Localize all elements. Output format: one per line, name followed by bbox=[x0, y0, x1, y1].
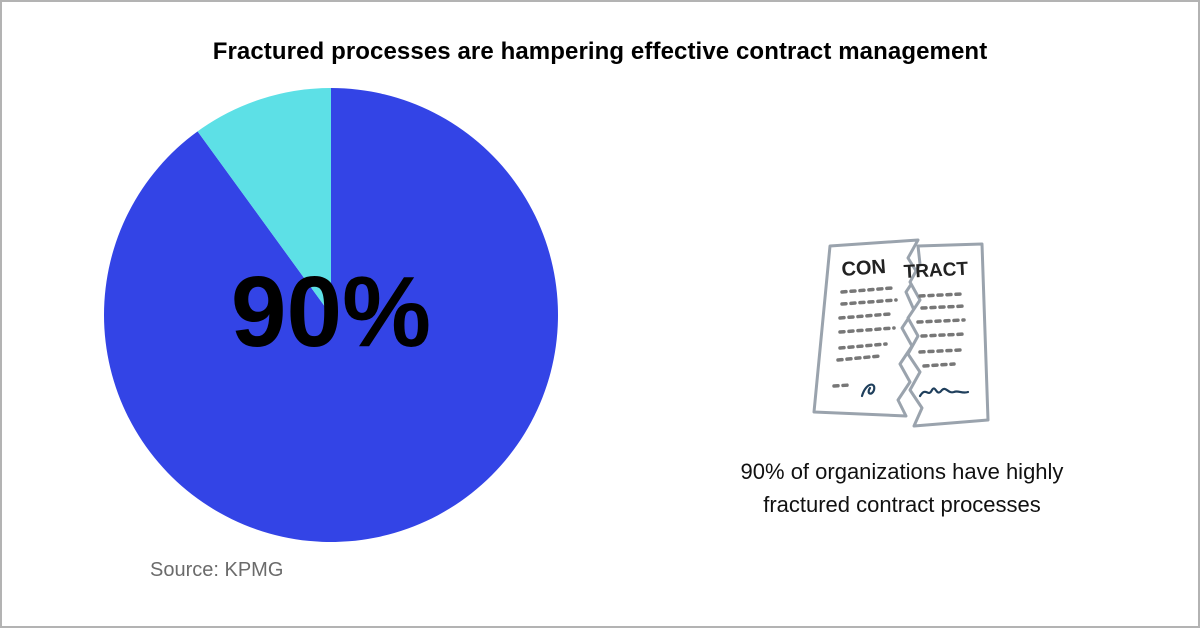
chart-title: Fractured processes are hampering effect… bbox=[212, 38, 988, 65]
pie-center-label: 90% bbox=[230, 256, 432, 368]
contract-right-text: TRACT bbox=[903, 259, 969, 283]
pie-chart bbox=[102, 86, 560, 544]
torn-contract-icon: CON TRACT bbox=[810, 236, 990, 428]
caption-line-2: fractured contract processes bbox=[763, 492, 1041, 517]
source-note: Source: KPMG bbox=[150, 559, 284, 581]
signature-left bbox=[860, 383, 876, 398]
caption-line-1: 90% of organizations have highly bbox=[740, 459, 1064, 484]
pie-slice-0 bbox=[103, 88, 558, 542]
signature-right bbox=[918, 387, 970, 398]
contract-left-text: CON bbox=[841, 256, 887, 281]
pie-slice-1 bbox=[197, 88, 331, 315]
caption: 90% of organizations have highly fractur… bbox=[672, 455, 1132, 521]
contract-left-half bbox=[812, 238, 920, 418]
